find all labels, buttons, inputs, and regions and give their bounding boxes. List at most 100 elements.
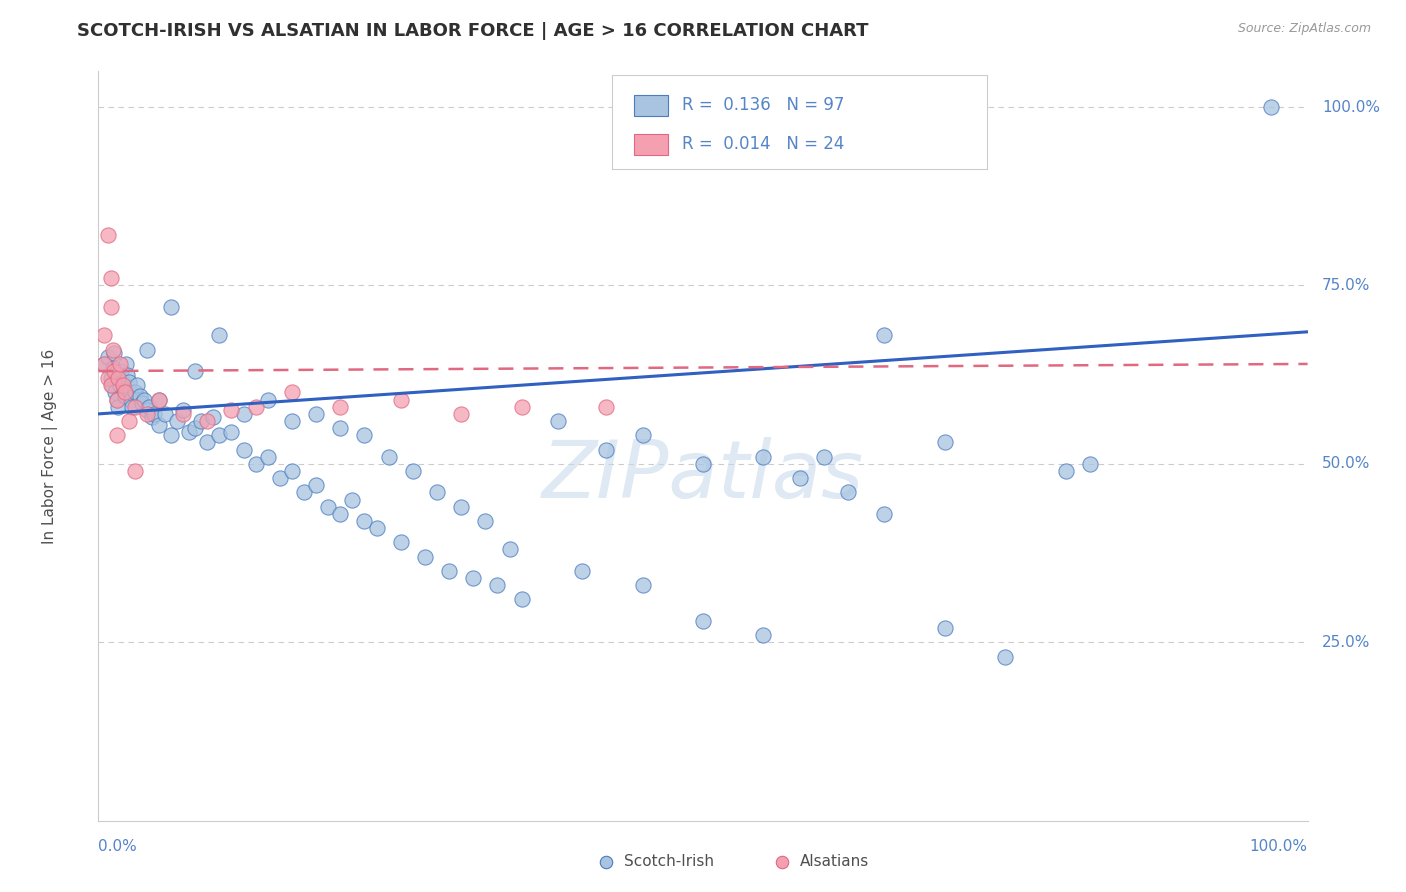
Point xyxy=(221,403,243,417)
Point xyxy=(148,392,170,407)
Point xyxy=(463,571,485,585)
Point xyxy=(510,400,533,414)
Point xyxy=(256,450,278,464)
Point xyxy=(112,382,135,396)
Point xyxy=(498,542,520,557)
Point xyxy=(692,457,714,471)
Text: Alsatians: Alsatians xyxy=(800,855,869,870)
Point xyxy=(131,396,153,410)
Point xyxy=(813,450,835,464)
Point xyxy=(172,403,194,417)
Point xyxy=(342,492,364,507)
Point xyxy=(329,507,352,521)
Bar xyxy=(634,95,668,116)
Point xyxy=(124,385,146,400)
Point xyxy=(305,478,328,492)
Point xyxy=(97,371,120,385)
Point xyxy=(595,400,617,414)
Point xyxy=(124,464,146,478)
Text: 50.0%: 50.0% xyxy=(1322,457,1371,471)
Point xyxy=(117,368,139,382)
Point xyxy=(105,428,128,442)
Point xyxy=(692,614,714,628)
Point xyxy=(208,428,231,442)
FancyBboxPatch shape xyxy=(613,75,987,169)
Point xyxy=(837,485,859,500)
Point xyxy=(100,300,122,314)
Point xyxy=(148,417,170,432)
Point xyxy=(118,375,141,389)
Point xyxy=(413,549,436,564)
Point xyxy=(115,357,138,371)
Point xyxy=(111,375,134,389)
Point xyxy=(153,407,176,421)
Point xyxy=(184,364,207,378)
Point xyxy=(138,400,160,414)
Point xyxy=(316,500,339,514)
Point xyxy=(595,442,617,457)
Bar xyxy=(634,134,668,154)
Point xyxy=(329,421,352,435)
Point xyxy=(281,385,304,400)
Point xyxy=(108,378,131,392)
Text: Scotch-Irish: Scotch-Irish xyxy=(624,855,714,870)
Point xyxy=(208,328,231,343)
Point xyxy=(135,403,157,417)
Point xyxy=(437,564,460,578)
Point xyxy=(245,400,267,414)
Point xyxy=(486,578,509,592)
Point xyxy=(101,360,124,375)
Point xyxy=(1054,464,1077,478)
Text: In Labor Force | Age > 16: In Labor Force | Age > 16 xyxy=(42,349,58,543)
Point xyxy=(100,371,122,385)
Point xyxy=(184,421,207,435)
Point xyxy=(353,428,375,442)
Point xyxy=(93,328,115,343)
Point xyxy=(547,414,569,428)
Point xyxy=(141,410,163,425)
Point xyxy=(305,407,328,421)
Point xyxy=(1260,100,1282,114)
Text: 75.0%: 75.0% xyxy=(1322,278,1371,293)
Point xyxy=(389,392,412,407)
Text: ZIPatlas: ZIPatlas xyxy=(541,437,865,515)
Point xyxy=(232,407,254,421)
Point xyxy=(128,389,150,403)
Point xyxy=(269,471,291,485)
Point xyxy=(166,414,188,428)
Point xyxy=(104,385,127,400)
Point xyxy=(93,357,115,371)
Point xyxy=(124,400,146,414)
Text: 25.0%: 25.0% xyxy=(1322,635,1371,649)
Point xyxy=(195,414,218,428)
Point xyxy=(135,343,157,357)
Point xyxy=(134,392,156,407)
Point xyxy=(426,485,449,500)
Point xyxy=(245,457,267,471)
Point xyxy=(127,378,149,392)
Text: 0.0%: 0.0% xyxy=(98,839,138,855)
Point xyxy=(752,450,775,464)
Point xyxy=(934,621,956,635)
Point xyxy=(232,442,254,457)
Point xyxy=(329,400,352,414)
Point xyxy=(93,357,115,371)
Point xyxy=(108,357,131,371)
Point xyxy=(135,407,157,421)
Point xyxy=(752,628,775,642)
Point xyxy=(873,507,896,521)
Point xyxy=(100,378,122,392)
Point xyxy=(571,564,593,578)
Point xyxy=(1078,457,1101,471)
Point xyxy=(256,392,278,407)
Text: R =  0.014   N = 24: R = 0.014 N = 24 xyxy=(682,135,845,153)
Text: 100.0%: 100.0% xyxy=(1250,839,1308,855)
Point xyxy=(143,407,166,421)
Point xyxy=(221,425,243,439)
Point xyxy=(121,400,143,414)
Text: R =  0.136   N = 97: R = 0.136 N = 97 xyxy=(682,96,845,114)
Point xyxy=(402,464,425,478)
Point xyxy=(202,410,225,425)
Point xyxy=(631,578,654,592)
Point xyxy=(118,385,141,400)
